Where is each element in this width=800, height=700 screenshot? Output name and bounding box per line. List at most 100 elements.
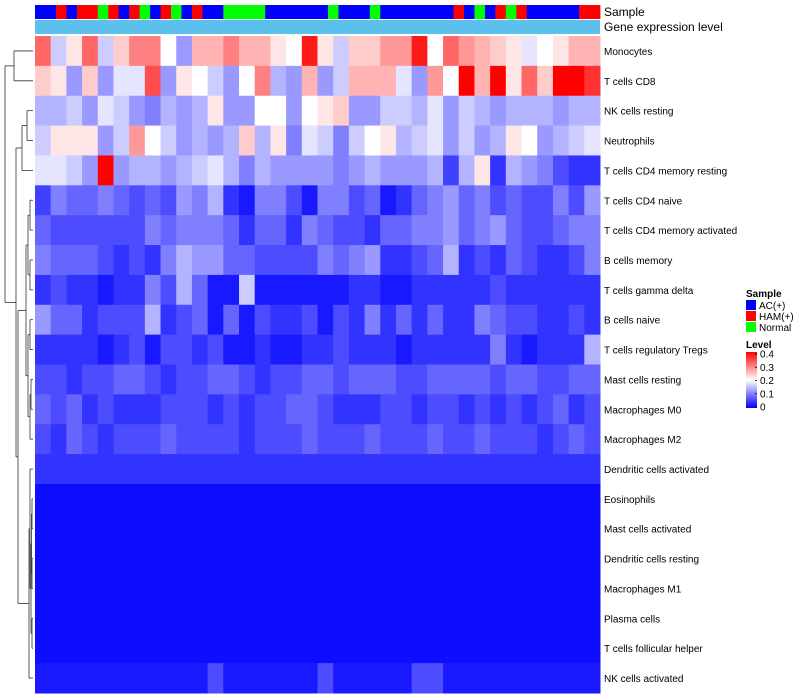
heatmap-cell	[50, 513, 67, 545]
heatmap-cell	[270, 483, 287, 515]
heatmap-cell	[160, 125, 177, 156]
heatmap-cell	[443, 245, 460, 276]
heatmap-cell	[239, 185, 256, 216]
heatmap-cell	[254, 334, 271, 365]
heatmap-cell	[521, 603, 538, 634]
heatmap-cell	[113, 394, 130, 425]
heatmap-cell	[521, 155, 538, 186]
sample-annotation-cell	[296, 5, 308, 19]
heatmap-cell	[584, 483, 601, 515]
heatmap-cell	[82, 155, 99, 186]
heatmap-cell	[521, 543, 538, 575]
heatmap-cell	[239, 215, 256, 246]
heatmap-cell	[521, 274, 538, 306]
heatmap-cell	[144, 454, 162, 485]
heatmap-cell	[270, 543, 287, 575]
sample-annotation-cell	[265, 5, 277, 19]
heatmap-cell	[66, 215, 83, 246]
heatmap-cell	[474, 513, 491, 545]
heatmap-cell	[505, 573, 523, 604]
heatmap-cell	[537, 573, 554, 604]
heatmap-cell	[254, 454, 271, 485]
heatmap-cell	[427, 36, 444, 67]
heatmap-cell	[521, 215, 538, 246]
heatmap-cell	[411, 245, 428, 276]
heatmap-cell	[490, 95, 507, 127]
heatmap-cell	[35, 394, 52, 425]
heatmap-cell	[458, 573, 475, 604]
heatmap-cell	[458, 424, 475, 455]
heatmap-cell	[97, 424, 114, 455]
heatmap-cell	[348, 125, 366, 156]
heatmap-cell	[521, 245, 538, 276]
heatmap-cell	[191, 603, 209, 634]
heatmap-cell	[66, 274, 83, 306]
heatmap-cell	[443, 573, 460, 604]
sample-annotation-cell	[317, 5, 329, 19]
heatmap-cell	[317, 424, 334, 455]
heatmap-cell	[521, 125, 538, 156]
heatmap-cell	[474, 274, 491, 306]
heatmap-cell	[113, 483, 130, 515]
heatmap-cell	[223, 215, 240, 246]
heatmap-cell	[333, 454, 350, 485]
row-label: NK cells resting	[604, 107, 673, 118]
heatmap-cell	[207, 245, 224, 276]
heatmap-cell	[458, 454, 475, 485]
heatmap-cell	[176, 663, 193, 694]
heatmap-cell	[537, 364, 554, 395]
heatmap-cell	[144, 304, 162, 336]
heatmap-cell	[411, 543, 428, 575]
heatmap-cell	[239, 364, 256, 395]
heatmap-cell	[254, 36, 271, 67]
heatmap-cell	[239, 663, 256, 694]
heatmap-cell	[505, 663, 523, 694]
heatmap-cell	[348, 274, 366, 306]
heatmap-cell	[82, 95, 99, 127]
heatmap-cell	[50, 95, 67, 127]
row-label: Eosinophils	[604, 495, 655, 506]
heatmap-cell	[270, 304, 287, 336]
heatmap-cell	[521, 483, 538, 515]
heatmap-cell	[380, 334, 397, 365]
heatmap-cell	[191, 483, 209, 515]
heatmap-cell	[427, 513, 444, 545]
sample-annotation-cell	[233, 5, 245, 19]
heatmap-cell	[301, 513, 318, 545]
heatmap-cell	[411, 513, 428, 545]
heatmap-cell	[66, 513, 83, 545]
level-legend-tick-label: 0.1	[760, 389, 774, 400]
heatmap-cell	[160, 304, 177, 336]
heatmap-cell	[333, 334, 350, 365]
heatmap-cell	[207, 573, 224, 604]
heatmap-cell	[427, 603, 444, 634]
heatmap-cell	[348, 424, 366, 455]
level-legend-tick-label: 0.4	[760, 350, 774, 361]
heatmap-cell	[552, 633, 570, 664]
heatmap-cell	[270, 513, 287, 545]
heatmap-cell	[113, 543, 130, 575]
sample-annotation-cell	[139, 5, 151, 19]
sample-annotation-cell	[474, 5, 486, 19]
heatmap-cell	[35, 215, 52, 246]
heatmap-cell	[129, 573, 146, 604]
heatmap-cell	[207, 36, 224, 67]
heatmap-cell	[176, 274, 193, 306]
heatmap-cell	[380, 274, 397, 306]
heatmap-cell	[568, 185, 585, 216]
heatmap-cell	[207, 334, 224, 365]
heatmap-cell	[348, 573, 366, 604]
heatmap-cell	[552, 603, 570, 634]
heatmap-cell	[443, 185, 460, 216]
heatmap-cell	[191, 125, 209, 156]
heatmap-cell	[270, 185, 287, 216]
heatmap-cell	[160, 155, 177, 186]
heatmap-cell	[568, 125, 585, 156]
heatmap-cells	[35, 36, 601, 694]
heatmap-cell	[97, 603, 114, 634]
heatmap-cell	[223, 543, 240, 575]
heatmap-cell	[568, 394, 585, 425]
heatmap-cell	[160, 364, 177, 395]
heatmap-cell	[584, 185, 601, 216]
heatmap-cell	[411, 36, 428, 67]
